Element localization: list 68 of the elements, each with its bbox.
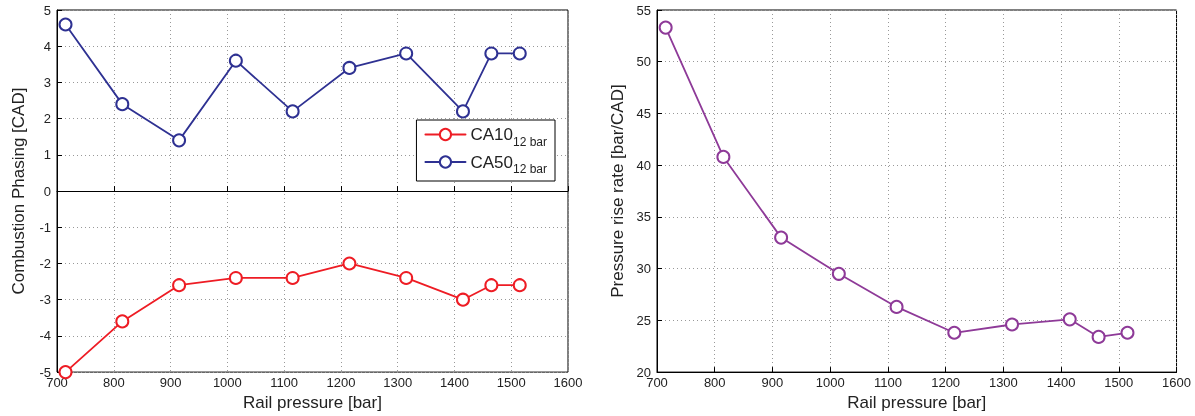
x-tick-label: 1500: [1104, 375, 1134, 391]
x-tick-label: 1400: [439, 375, 469, 391]
point: [947, 325, 962, 340]
point: [1120, 325, 1135, 340]
point: [58, 17, 73, 32]
y-tick-label: 2: [43, 111, 51, 127]
point: [285, 270, 300, 285]
point: [455, 104, 470, 119]
x-tick-label: 1600: [553, 375, 583, 391]
y-tick-label: -3: [39, 292, 51, 308]
x-tick-label: 900: [761, 375, 784, 391]
point: [228, 53, 243, 68]
y-tick-label: 5: [43, 2, 51, 18]
y-axis-title: Pressure rise rate [bar/CAD]: [607, 84, 627, 298]
point: [399, 270, 414, 285]
x-tick-label: 1200: [931, 375, 961, 391]
x-tick-label: 1300: [988, 375, 1018, 391]
y-tick-label: -2: [39, 255, 51, 271]
point: [342, 256, 357, 271]
y-tick-label: 40: [636, 157, 651, 173]
y-tick-label: 25: [636, 312, 651, 328]
x-tick-label: 1000: [212, 375, 242, 391]
x-tick-label: 1000: [815, 375, 845, 391]
y-tick-label: -4: [39, 328, 51, 344]
y-axis-title: Combustion Phasing [CAD]: [9, 87, 28, 295]
y-tick-label: 30: [636, 261, 651, 277]
y-tick-label: -1: [39, 219, 51, 235]
point: [115, 314, 130, 329]
y-tick-label: 45: [636, 105, 651, 121]
point: [658, 20, 673, 35]
x-tick-label: 1600: [1162, 375, 1191, 391]
point: [115, 97, 130, 112]
x-tick-label: 1200: [326, 375, 356, 391]
point: [512, 278, 527, 293]
y-tick-label: 35: [636, 209, 651, 225]
point: [484, 46, 499, 61]
point: [889, 299, 904, 314]
point: [172, 278, 187, 293]
point: [342, 60, 357, 75]
point: [455, 292, 470, 307]
x-tick-label: 1300: [383, 375, 413, 391]
point: [399, 46, 414, 61]
x-axis-title: Rail pressure [bar]: [243, 393, 382, 412]
point: [1005, 317, 1020, 332]
x-tick-label: 800: [703, 375, 726, 391]
point: [484, 278, 499, 293]
point: [228, 270, 243, 285]
y-tick-label: 0: [43, 183, 51, 199]
y-tick-label: 50: [636, 54, 651, 70]
y-tick-label: 3: [43, 74, 51, 90]
x-tick-label: 1100: [873, 375, 902, 391]
x-axis-title: Rail pressure [bar]: [847, 393, 987, 412]
x-tick-label: 1100: [270, 375, 299, 391]
x-tick-label: 1500: [496, 375, 526, 391]
y-tick-label: 55: [636, 2, 651, 18]
point: [512, 46, 527, 61]
x-tick-label: 800: [102, 375, 125, 391]
x-tick-label: 1400: [1046, 375, 1076, 391]
point: [172, 133, 187, 148]
point: [831, 266, 846, 281]
point: [1062, 312, 1077, 327]
x-tick-label: 900: [159, 375, 182, 391]
point: [1091, 329, 1106, 344]
y-tick-label: 4: [43, 38, 51, 54]
point: [285, 104, 300, 119]
point: [716, 149, 731, 164]
point: [774, 230, 789, 245]
y-tick-label: 1: [43, 147, 51, 163]
